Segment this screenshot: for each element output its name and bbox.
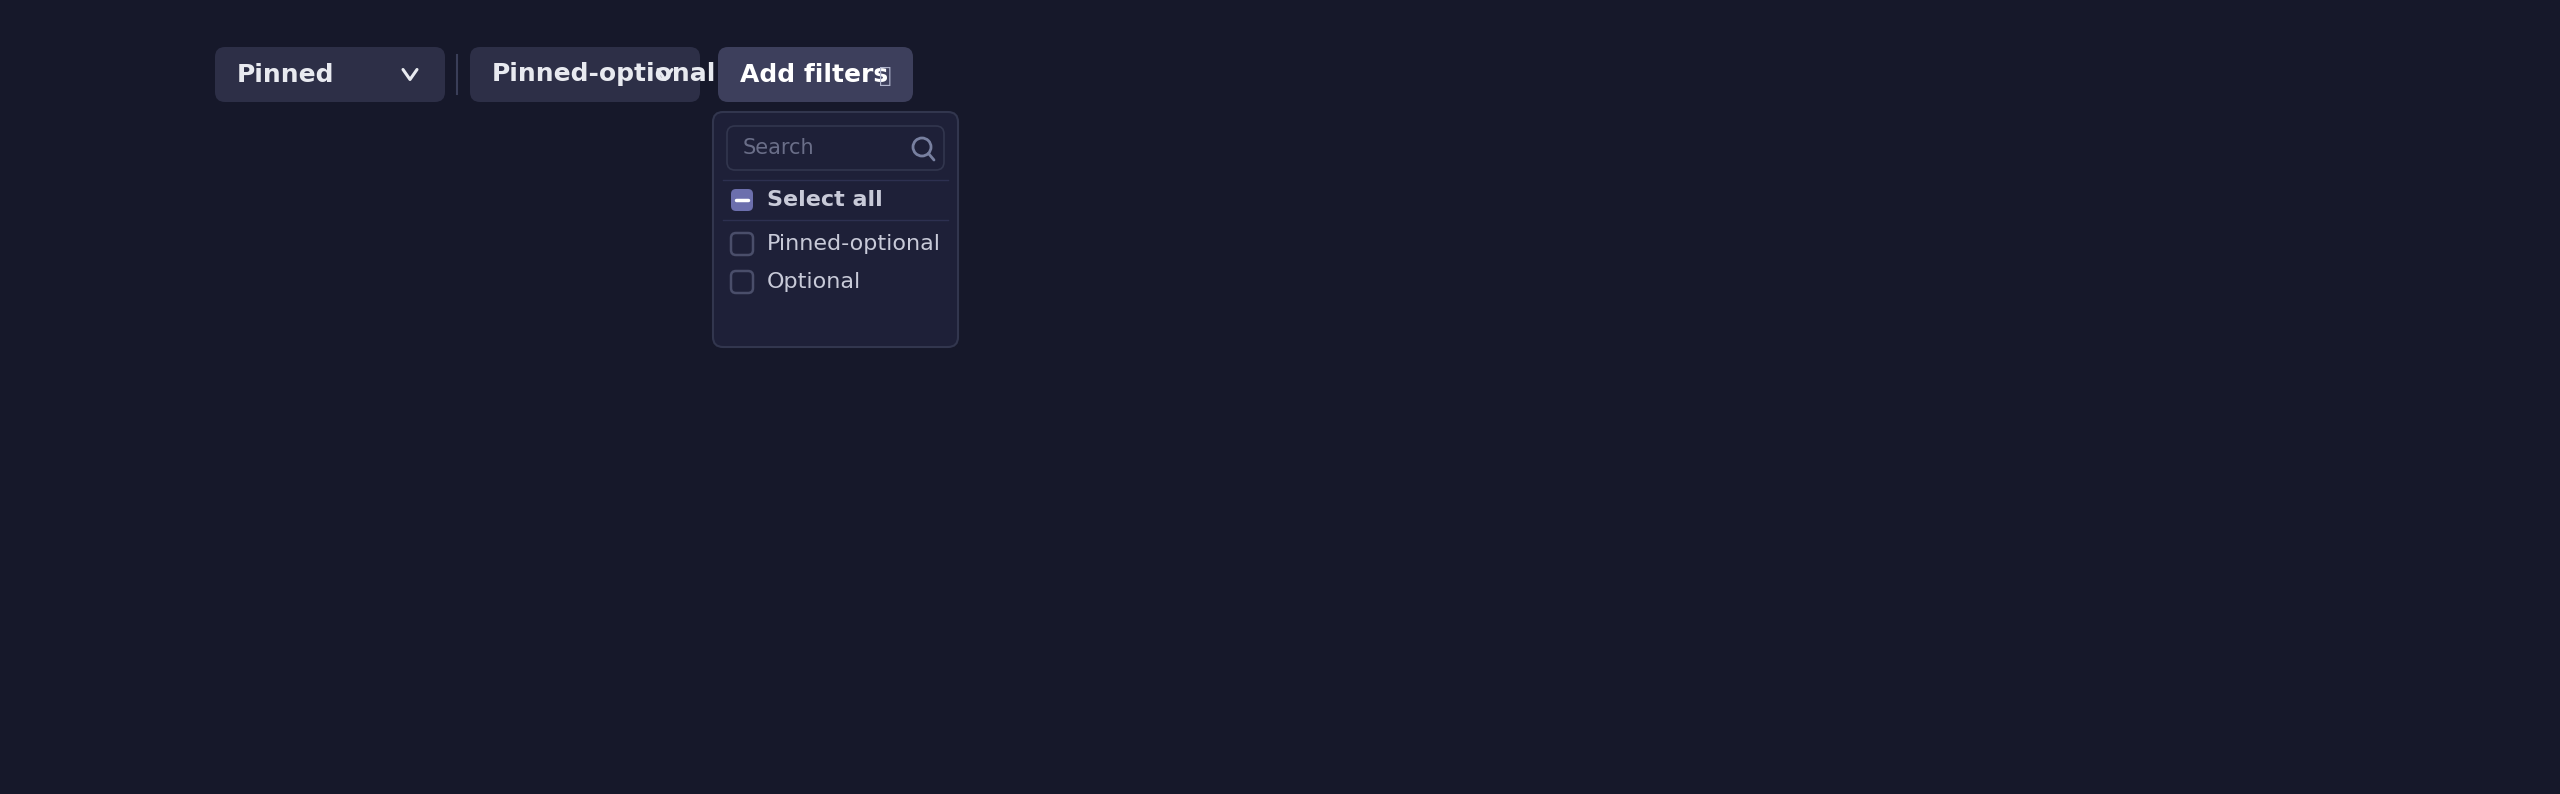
Text: Search: Search: [742, 138, 814, 158]
Text: Pinned: Pinned: [238, 63, 335, 87]
FancyBboxPatch shape: [727, 126, 945, 170]
FancyBboxPatch shape: [732, 271, 753, 293]
FancyBboxPatch shape: [714, 112, 957, 347]
Text: Select all: Select all: [768, 190, 883, 210]
Text: Optional: Optional: [768, 272, 860, 292]
Text: 🖱: 🖱: [878, 67, 891, 87]
FancyBboxPatch shape: [732, 233, 753, 255]
FancyBboxPatch shape: [732, 189, 753, 211]
FancyBboxPatch shape: [717, 47, 914, 102]
Text: Pinned-optional: Pinned-optional: [492, 63, 717, 87]
FancyBboxPatch shape: [215, 47, 445, 102]
Text: Add filters: Add filters: [740, 63, 888, 87]
FancyBboxPatch shape: [471, 47, 699, 102]
Text: Pinned-optional: Pinned-optional: [768, 234, 942, 254]
